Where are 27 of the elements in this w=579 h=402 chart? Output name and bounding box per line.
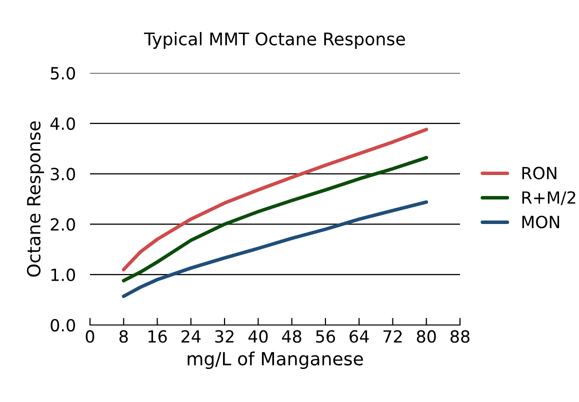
x-tick-label: 40 [248,330,268,343]
x-tick-label: 88 [450,330,470,343]
y-tick-label: 2.0 [50,218,76,231]
y-tick-label: 3.0 [50,168,76,180]
x-tick-label: 0 [86,330,94,343]
x-tick-label: 48 [282,330,302,343]
x-tick-label: 80 [416,330,436,343]
legend-label: MON [522,216,560,228]
legend-label: RON [522,166,556,180]
y-tick-label: 1.0 [51,268,76,282]
x-tick-label: 32 [215,330,234,343]
x-tick-label: 16 [148,330,167,343]
x-axis-title: mg/L of Manganese [188,352,363,370]
line-series [122,156,428,282]
x-tick-label: 24 [182,330,201,343]
x-tick-label: 72 [383,330,402,343]
y-axis-title: Octane Response [26,121,44,277]
x-tick-label: 8 [119,330,128,343]
chart-title: Typical MMT Octane Response [144,32,406,49]
line-series [122,128,428,272]
legend-label: R+M/2 [522,191,576,206]
line-series [122,200,428,298]
y-tick-label: 0.0 [50,318,76,332]
y-tick-label: 4.0 [50,117,76,130]
x-tick-label: 64 [350,330,369,343]
x-tick-label: 56 [316,330,336,343]
y-tick-label: 5.0 [50,66,76,80]
